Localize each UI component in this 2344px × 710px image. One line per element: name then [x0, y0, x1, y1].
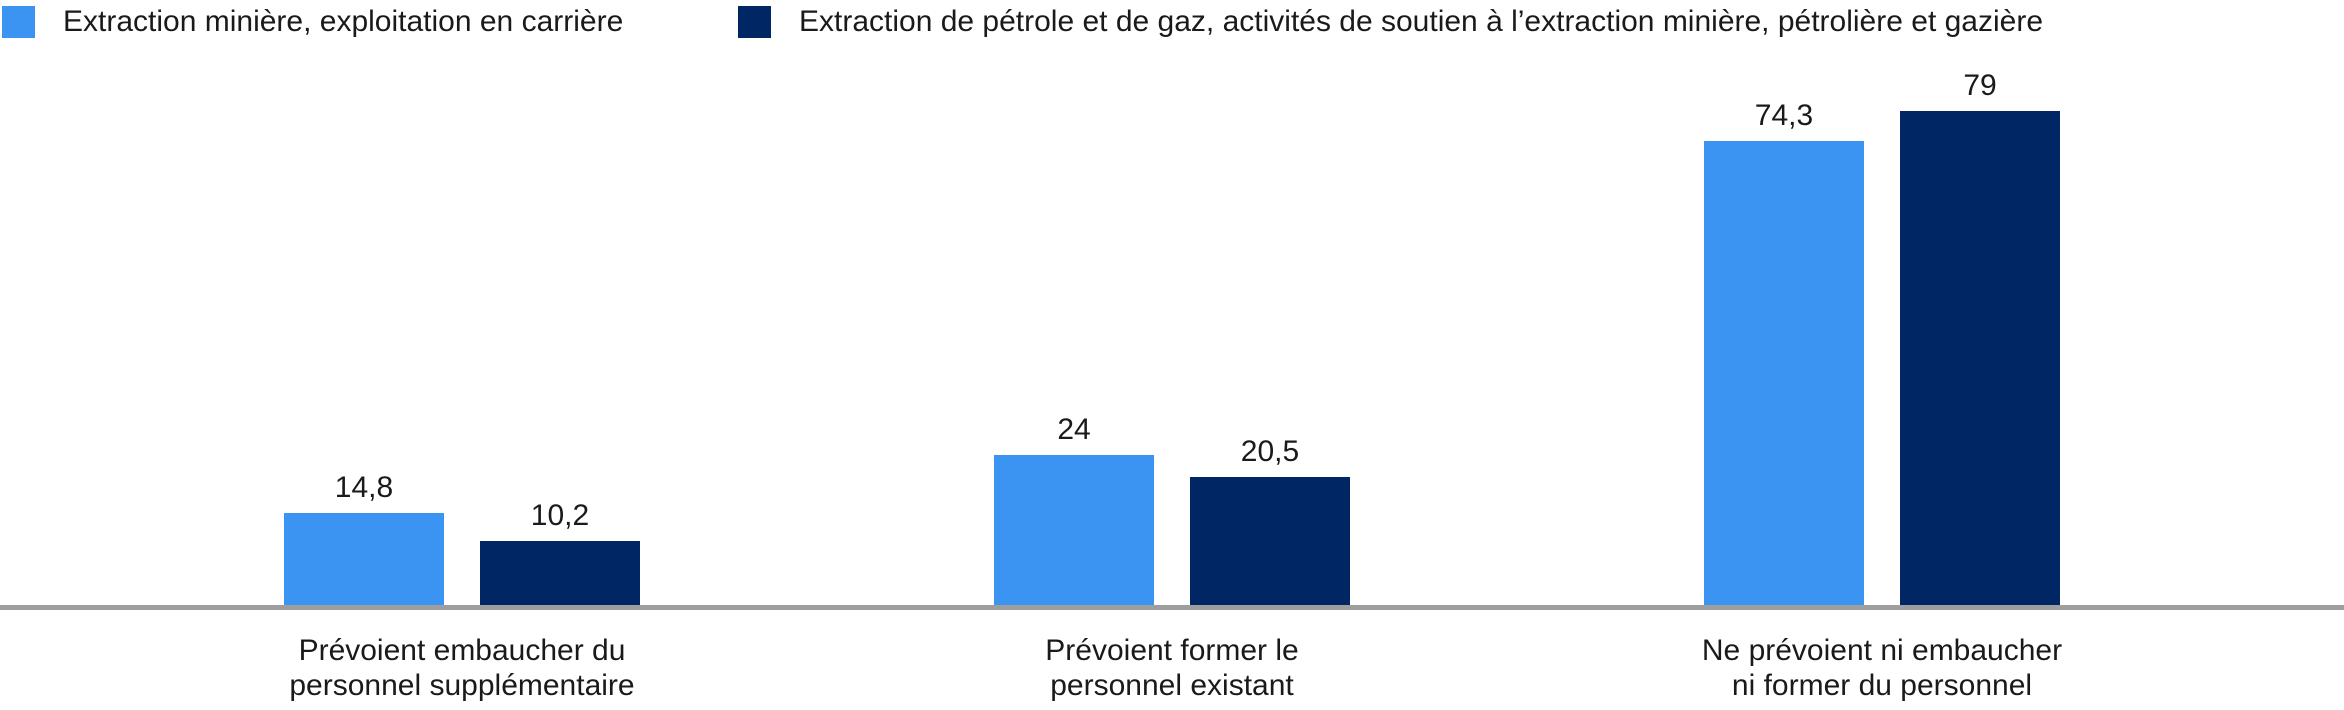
bar: [480, 541, 640, 605]
bar: [1190, 476, 1350, 605]
category-label: Ne prévoient ni embaucher ni former du p…: [1701, 634, 2063, 702]
legend-item-label: Extraction de pétrole et de gaz, activit…: [799, 5, 2044, 38]
plot-area: 14,8 10,2 24 20,5 74,3 79: [284, 0, 2060, 605]
bar-group: 24 20,5: [994, 0, 1350, 605]
bar-value-label: 74,3: [1754, 98, 1814, 132]
category-label: Prévoient embaucher du personnel supplém…: [289, 634, 635, 702]
chart-legend: Extraction minière, exploitation en carr…: [0, 0, 2344, 44]
category-label: Prévoient former le personnel existant: [1045, 634, 1299, 702]
bar-value-label: 20,5: [1240, 434, 1300, 468]
bar-group: 74,3 79: [1704, 0, 2060, 605]
x-axis-line: [0, 605, 2344, 610]
bar-group: 14,8 10,2: [284, 0, 640, 605]
legend-color-swatch: [738, 6, 771, 38]
bar: [994, 455, 1154, 605]
bar-value-label: 24: [1057, 413, 1091, 446]
legend-item-label: Extraction minière, exploitation en carr…: [63, 5, 624, 38]
category-axis-labels: Prévoient embaucher du personnel supplém…: [0, 633, 2344, 710]
bar-value-label: 79: [1963, 69, 1997, 103]
legend-item: Extraction minière, exploitation en carr…: [2, 0, 623, 44]
legend-item: Extraction de pétrole et de gaz, activit…: [738, 0, 2043, 44]
bar: [1704, 140, 1864, 605]
bar-value-label: 14,8: [334, 470, 394, 504]
bar: [284, 512, 444, 605]
bar-value-label: 10,2: [530, 499, 590, 533]
bar: [1900, 111, 2060, 605]
legend-color-swatch: [2, 6, 35, 38]
